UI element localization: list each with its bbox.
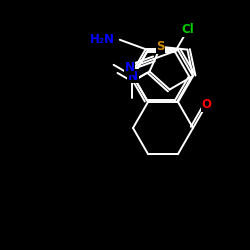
Text: N: N (128, 70, 138, 82)
Text: N: N (125, 61, 135, 74)
Text: O: O (202, 98, 211, 111)
Text: Cl: Cl (181, 24, 194, 36)
Text: H₂N: H₂N (90, 33, 115, 46)
Text: S: S (156, 40, 165, 53)
